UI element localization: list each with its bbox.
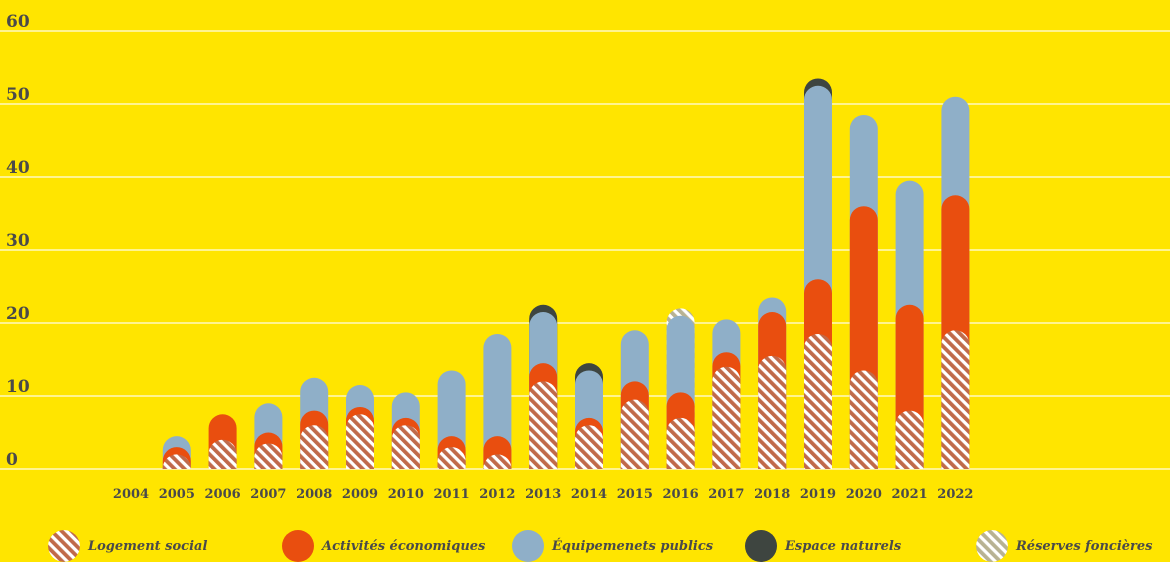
x-tick-label-2012: 2012 xyxy=(479,487,515,502)
x-tick-label-2005: 2005 xyxy=(159,487,195,502)
bar-2008-series-0 xyxy=(300,425,329,469)
x-tick-label-2019: 2019 xyxy=(800,487,836,502)
y-tick-label-40: 40 xyxy=(6,158,30,178)
bar-2016-series-0 xyxy=(666,417,695,469)
x-tick-label-2017: 2017 xyxy=(708,487,744,502)
bar-2021-series-0 xyxy=(895,410,924,469)
x-tick-label-2004: 2004 xyxy=(113,487,149,502)
x-tick-label-2016: 2016 xyxy=(663,487,699,502)
legend-item-activites-economiques: Activités économiques xyxy=(282,530,485,562)
legend-item-equipements-publics: Équipemenets publics xyxy=(512,530,713,562)
legend-item-logement-social: Logement social xyxy=(48,530,207,562)
x-tick-label-2008: 2008 xyxy=(296,487,332,502)
legend-swatch-activites-economiques xyxy=(282,530,314,562)
bar-2009-series-0 xyxy=(346,414,374,469)
x-tick-label-2007: 2007 xyxy=(250,487,286,502)
legend-label-activites-economiques: Activités économiques xyxy=(322,538,486,554)
bar-2011-series-0 xyxy=(437,447,466,469)
legend-label-equipements-publics: Équipemenets publics xyxy=(552,538,714,554)
x-tick-label-2006: 2006 xyxy=(205,487,241,502)
x-tick-label-2018: 2018 xyxy=(754,487,790,502)
legend-label-logement-social: Logement social xyxy=(88,538,208,554)
legend-swatch-espace-naturels xyxy=(745,530,777,562)
legend-swatch-equipements-publics xyxy=(512,530,544,562)
y-tick-label-30: 30 xyxy=(6,231,30,251)
bar-2018-series-0 xyxy=(758,355,787,469)
stacked-bar-chart: 0 10 20 30 40 50 60 2004 2005 2006 2007 2008 2009 201… xyxy=(0,12,1170,502)
bar-2012-series-2 xyxy=(483,333,512,469)
bar-2012-series-0 xyxy=(483,454,512,469)
bar-2014-series-0 xyxy=(575,425,603,469)
legend-swatch-reserves-foncieres xyxy=(976,530,1008,562)
legend-item-espace-naturels: Espace naturels xyxy=(745,530,901,562)
legend-swatch-logement-social xyxy=(48,530,80,562)
legend-item-reserves-foncieres: Réserves foncières xyxy=(976,530,1152,562)
y-tick-label-10: 10 xyxy=(6,377,30,397)
legend: Logement social Activités économiques Éq… xyxy=(0,526,1170,562)
x-tick-label-2022: 2022 xyxy=(937,487,973,502)
x-tick-label-2013: 2013 xyxy=(525,487,561,502)
y-tick-label-0: 0 xyxy=(6,450,18,470)
legend-label-espace-naturels: Espace naturels xyxy=(785,538,902,554)
x-tick-label-2021: 2021 xyxy=(892,487,928,502)
bar-2010-series-0 xyxy=(391,425,420,469)
x-tick-label-2011: 2011 xyxy=(434,487,470,502)
bar-2015-series-0 xyxy=(620,399,649,469)
x-tick-label-2014: 2014 xyxy=(571,487,607,502)
bar-2013-series-0 xyxy=(529,381,558,469)
bar-2022-series-0 xyxy=(941,330,970,469)
bars-layer xyxy=(162,78,970,470)
bar-2006-series-0 xyxy=(208,439,237,469)
y-tick-label-50: 50 xyxy=(6,85,30,105)
grid-layer xyxy=(0,30,1170,470)
bar-2019-series-0 xyxy=(804,333,832,469)
x-tick-label-2015: 2015 xyxy=(617,487,653,502)
bar-2017-series-0 xyxy=(712,366,741,469)
bar-2007-series-0 xyxy=(254,443,283,469)
bar-2005-series-0 xyxy=(162,454,191,469)
y-tick-label-60: 60 xyxy=(6,12,30,32)
x-tick-label-2020: 2020 xyxy=(846,487,882,502)
x-tick-label-2009: 2009 xyxy=(342,487,378,502)
legend-label-reserves-foncieres: Réserves foncières xyxy=(1016,538,1153,554)
bar-2020-series-0 xyxy=(849,370,878,469)
labels-layer: 0 10 20 30 40 50 60 2004 2005 2006 2007 2008 2009 201… xyxy=(6,12,973,502)
x-tick-label-2010: 2010 xyxy=(388,487,424,502)
y-tick-label-20: 20 xyxy=(6,304,30,324)
